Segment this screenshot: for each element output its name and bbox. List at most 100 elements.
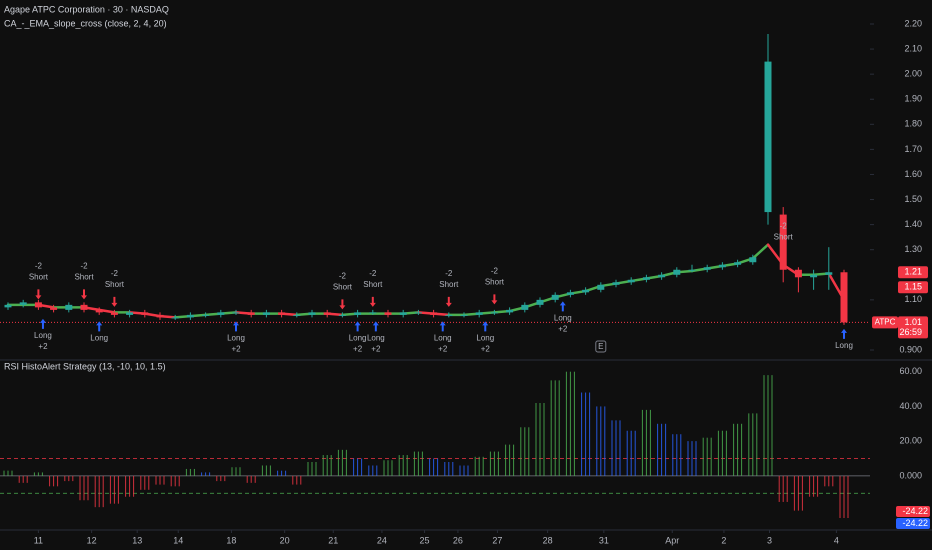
candle-body — [65, 304, 73, 310]
y-tick-label: 2.20 — [904, 18, 922, 28]
price-tag-label: 1.15 — [904, 282, 922, 292]
candle-body — [779, 214, 787, 270]
y-tick-label: 20.00 — [899, 436, 922, 446]
value-tag — [896, 505, 930, 517]
candle-body — [186, 314, 194, 318]
x-tick-label: 2 — [721, 535, 726, 545]
candle-body — [80, 304, 88, 310]
short-label: -2 — [35, 261, 43, 270]
x-tick-label: Apr — [665, 535, 679, 545]
symbol-tag-label: ATPC — [875, 318, 896, 327]
long-label: Long — [90, 334, 108, 343]
candle-body — [338, 314, 346, 316]
candle-body — [794, 269, 802, 278]
y-tick-label: 2.10 — [904, 43, 922, 53]
candle-body — [673, 269, 681, 275]
y-tick-label: 1.60 — [904, 169, 922, 179]
candle-body — [141, 312, 149, 315]
x-tick-label: 11 — [34, 535, 43, 545]
long-label: +2 — [38, 342, 48, 351]
long-arrow — [372, 321, 379, 332]
candle-body — [384, 312, 392, 315]
candle-body — [825, 272, 833, 275]
x-tick-label: 20 — [280, 535, 290, 545]
short-label: -2 — [339, 271, 347, 280]
short-arrow — [445, 296, 452, 307]
long-label: Long — [367, 334, 385, 343]
candle-body — [445, 314, 453, 316]
y-tick-label: 1.80 — [904, 119, 922, 129]
short-label: -2 — [445, 269, 453, 278]
candle-body — [34, 302, 42, 308]
x-tick-label: 14 — [173, 535, 183, 545]
long-label: Long — [34, 331, 52, 340]
candle-body — [749, 257, 757, 263]
ema-segment — [751, 243, 770, 260]
y-tick-label: 1.90 — [904, 94, 922, 104]
candle-body — [354, 312, 362, 315]
x-tick-label: 26 — [453, 535, 463, 545]
y-tick-label: 0.000 — [899, 470, 922, 480]
candle-body — [734, 262, 742, 265]
long-label: +2 — [558, 324, 568, 333]
y-tick-label: 1.50 — [904, 194, 922, 204]
short-label: -2 — [369, 269, 377, 278]
candle-body — [551, 294, 559, 300]
short-label: -2 — [111, 269, 119, 278]
price-tag — [898, 266, 928, 279]
candle-body — [475, 312, 483, 315]
short-label: Short — [485, 277, 505, 286]
candle-body — [840, 272, 848, 323]
long-label: Long — [227, 334, 245, 343]
y-tick-label: 2.00 — [904, 69, 922, 79]
y-tick-label: 0.900 — [899, 344, 922, 354]
x-tick-label: 28 — [543, 535, 553, 545]
event-label: E — [598, 342, 603, 351]
price-tag — [898, 281, 928, 294]
value-tag-label: -24.22 — [902, 506, 928, 516]
x-tick-label: 13 — [132, 535, 142, 545]
long-label: Long — [554, 313, 572, 322]
short-label: Short — [333, 282, 353, 291]
event-marker — [595, 340, 607, 353]
short-label: -2 — [780, 221, 788, 230]
price-tag-label: 1.01 — [904, 317, 922, 327]
long-label: Long — [476, 334, 494, 343]
long-label: +2 — [231, 345, 241, 354]
candle-body — [110, 312, 118, 315]
y-tick-label: 1.30 — [904, 244, 922, 254]
candle-body — [582, 289, 590, 293]
candle-body — [232, 312, 240, 314]
candle-body — [521, 304, 529, 310]
candle-body — [490, 312, 498, 314]
candle-body — [460, 314, 468, 316]
candle-body — [703, 267, 711, 270]
candle-body — [810, 274, 818, 278]
indicator-title: CA_-_EMA_slope_cross (close, 2, 4, 20) — [4, 18, 167, 28]
long-arrow — [439, 321, 446, 332]
candle-body — [536, 299, 544, 305]
candle-body — [217, 312, 225, 315]
long-arrow — [482, 321, 489, 332]
candle-body — [506, 309, 514, 313]
short-label: Short — [363, 280, 383, 289]
x-tick-label: 21 — [328, 535, 338, 545]
rsi-title: RSI HistoAlert Strategy (13, -10, 10, 1.… — [4, 361, 166, 371]
candle-body — [308, 312, 316, 315]
candle-body — [247, 312, 255, 315]
x-tick-label: 3 — [767, 535, 772, 545]
chart-title: Agape ATPC Corporation · 30 · NASDAQ — [4, 4, 169, 14]
value-tag — [896, 517, 930, 529]
x-tick-label: 25 — [419, 535, 429, 545]
long-label: Long — [835, 341, 853, 350]
short-arrow — [339, 299, 346, 310]
y-tick-label: 60.00 — [899, 366, 922, 376]
long-arrow — [841, 328, 847, 339]
candle-body — [262, 312, 270, 315]
x-tick-label: 24 — [377, 535, 387, 545]
long-arrow — [96, 321, 103, 332]
candle-body — [19, 302, 27, 305]
short-arrow — [780, 249, 787, 260]
